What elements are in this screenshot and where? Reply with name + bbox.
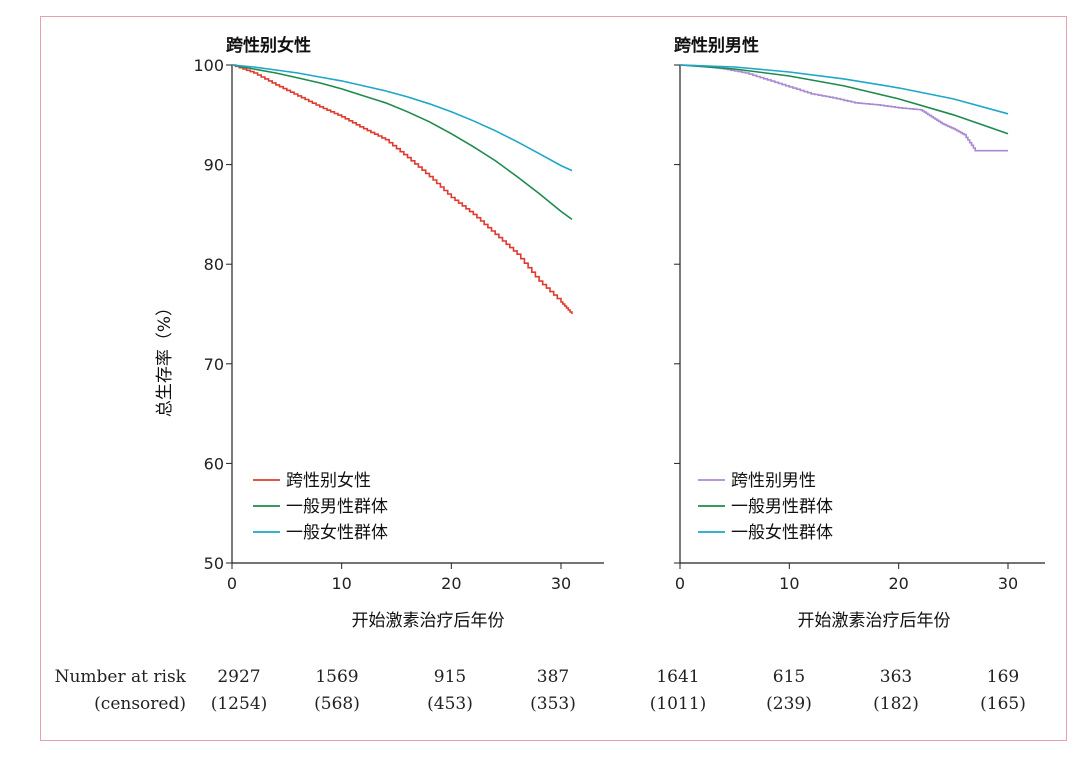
right-x-axis-title: 开始激素治疗后年份: [798, 611, 951, 631]
legend-label: 跨性别女性: [286, 471, 371, 491]
y-axis-title: 总生存率（%）: [155, 299, 175, 417]
figure-frame: [40, 16, 1067, 741]
legend-label: 一般男性群体: [286, 497, 388, 517]
censored-value: (239): [766, 694, 812, 714]
x-tick-label: 10: [331, 574, 351, 593]
number-at-risk-value: 615: [773, 667, 805, 687]
x-tick-label: 20: [888, 574, 908, 593]
legend-label: 跨性别男性: [731, 471, 816, 491]
censored-value: (1011): [650, 694, 707, 714]
number-at-risk-value: 2927: [217, 667, 260, 687]
x-tick-label: 30: [998, 574, 1018, 593]
x-tick-label: 0: [675, 574, 685, 593]
number-at-risk-value: 387: [537, 667, 569, 687]
left-x-axis-title: 开始激素治疗后年份: [352, 611, 505, 631]
x-tick-label: 10: [779, 574, 799, 593]
x-tick-label: 0: [227, 574, 237, 593]
y-tick-label: 70: [204, 355, 224, 374]
x-tick-label: 20: [441, 574, 461, 593]
censored-value: (165): [980, 694, 1026, 714]
right-panel-title: 跨性别男性: [674, 35, 759, 56]
legend-label: 一般男性群体: [731, 497, 833, 517]
y-tick-label: 90: [204, 156, 224, 175]
x-tick-label: 30: [551, 574, 571, 593]
number-at-risk-value: 915: [434, 667, 466, 687]
series-line-1: [679, 64, 1009, 135]
left-panel-title: 跨性别女性: [226, 35, 311, 56]
censored-value: (353): [530, 694, 576, 714]
y-tick-label: 60: [204, 454, 224, 473]
y-tick-label: 50: [204, 554, 224, 573]
risk-label-number: Number at risk: [55, 667, 187, 687]
number-at-risk-value: 169: [987, 667, 1019, 687]
y-tick-label: 80: [204, 255, 224, 274]
number-at-risk-value: 1569: [315, 667, 358, 687]
number-at-risk-value: 1641: [656, 667, 699, 687]
series-line-1: [231, 64, 573, 221]
series-line-2: [231, 64, 573, 172]
legend-label: 一般女性群体: [731, 523, 833, 543]
censored-value: (568): [314, 694, 360, 714]
y-tick-label: 100: [193, 56, 224, 75]
series-line-0: [680, 64, 1008, 152]
series-line-2: [679, 64, 1009, 115]
risk-label-censored: (censored): [94, 694, 186, 714]
censored-value: (453): [427, 694, 473, 714]
legend-label: 一般女性群体: [286, 523, 388, 543]
censored-value: (1254): [211, 694, 268, 714]
number-at-risk-value: 363: [880, 667, 912, 687]
censored-value: (182): [873, 694, 919, 714]
series-line-0: [232, 64, 573, 314]
